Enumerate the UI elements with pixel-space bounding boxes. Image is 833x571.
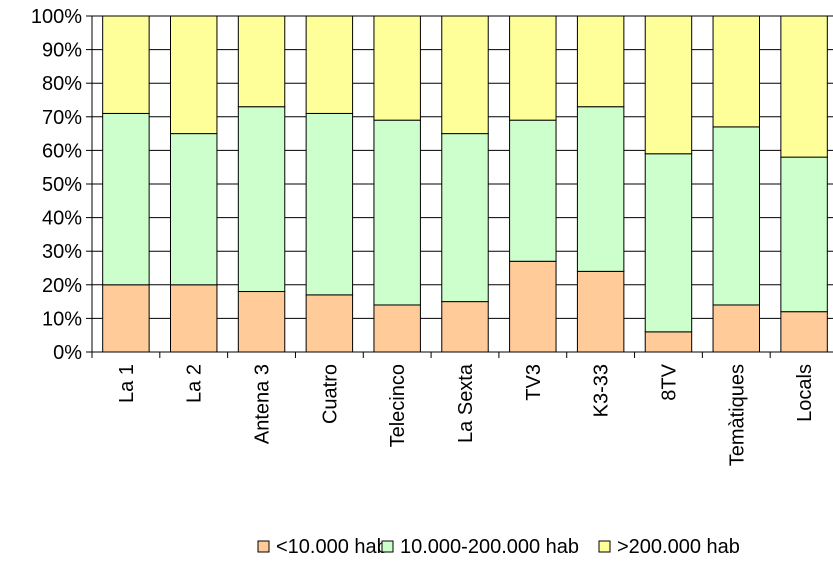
bar-segment <box>644 15 693 155</box>
bar-segment <box>780 311 828 353</box>
bar-segment <box>780 156 828 313</box>
bar-segment <box>169 15 218 135</box>
bar-segment <box>712 15 761 128</box>
x-category-label: Cuatro <box>319 364 341 424</box>
bar-segment <box>305 112 354 296</box>
y-tick-label: 100% <box>31 6 82 28</box>
legend-label: <10.000 hab <box>276 536 388 558</box>
y-tick-label: 20% <box>42 275 82 297</box>
bar-segment <box>712 126 761 306</box>
bar-segment <box>305 15 354 114</box>
bar-segment <box>169 133 218 286</box>
bar-segment <box>712 304 761 353</box>
y-tick-label: 60% <box>42 140 82 162</box>
y-tick-label: 10% <box>42 308 82 330</box>
axes <box>86 15 833 358</box>
bar-segment <box>102 112 150 286</box>
y-tick-label: 80% <box>42 73 82 95</box>
bars <box>102 15 828 353</box>
bar-segment <box>576 106 625 272</box>
y-tick-label: 90% <box>42 40 82 62</box>
bar-segment <box>237 15 286 108</box>
bar-segment <box>644 331 693 353</box>
bar-segment <box>373 304 421 353</box>
legend-label: >200.000 hab <box>617 536 740 558</box>
bar-segment <box>644 153 693 333</box>
bar-segment <box>441 15 489 135</box>
bar-segment <box>780 15 828 158</box>
x-category-label: Temàtiques <box>726 364 748 466</box>
y-tick-label: 50% <box>42 174 82 196</box>
x-category-label: 8TV <box>658 363 680 400</box>
y-tick-label: 0% <box>53 342 82 364</box>
x-category-label: Antena 3 <box>252 364 274 444</box>
bar-segment <box>509 119 557 262</box>
x-category-label: Locals <box>794 364 816 422</box>
legend-swatch <box>598 540 611 553</box>
bar-segment <box>237 291 286 353</box>
legend-swatch <box>381 540 394 553</box>
bar-segment <box>305 294 354 353</box>
x-category-label: La 1 <box>116 364 138 403</box>
x-category-label: TV3 <box>523 364 545 401</box>
legend: <10.000 hab 10.000-200.000 hab >200.000 ha… <box>257 536 740 558</box>
bar-segment <box>576 270 625 353</box>
bar-segment <box>576 15 625 108</box>
x-category-label: La 2 <box>184 364 206 403</box>
x-category-label: K3-33 <box>591 364 613 417</box>
bar-segment <box>373 119 421 306</box>
bar-segment <box>441 133 489 303</box>
bar-segment <box>102 15 150 114</box>
bar-segment <box>102 284 150 353</box>
y-tick-label: 70% <box>42 107 82 129</box>
legend-label: 10.000-200.000 hab <box>400 536 579 558</box>
bar-segment <box>509 260 557 353</box>
bar-segment <box>169 284 218 353</box>
bar-segment <box>237 106 286 293</box>
bar-segment <box>441 301 489 353</box>
legend-swatch <box>257 540 270 553</box>
x-category-label: La Sexta <box>455 363 477 443</box>
y-tick-label: 40% <box>42 208 82 230</box>
x-category-label: Telecinco <box>387 364 409 447</box>
bar-segment <box>509 15 557 121</box>
bar-segment <box>373 15 421 121</box>
y-tick-label: 30% <box>42 241 82 263</box>
x-category-labels: La 1 La 2 Antena 3 Cuatro Telecinco La Sexta T… <box>116 363 816 466</box>
y-tick-labels: 0% 10% 20% 30% 40% 50% 60% 70% 80% 90% 100% <box>31 6 82 364</box>
